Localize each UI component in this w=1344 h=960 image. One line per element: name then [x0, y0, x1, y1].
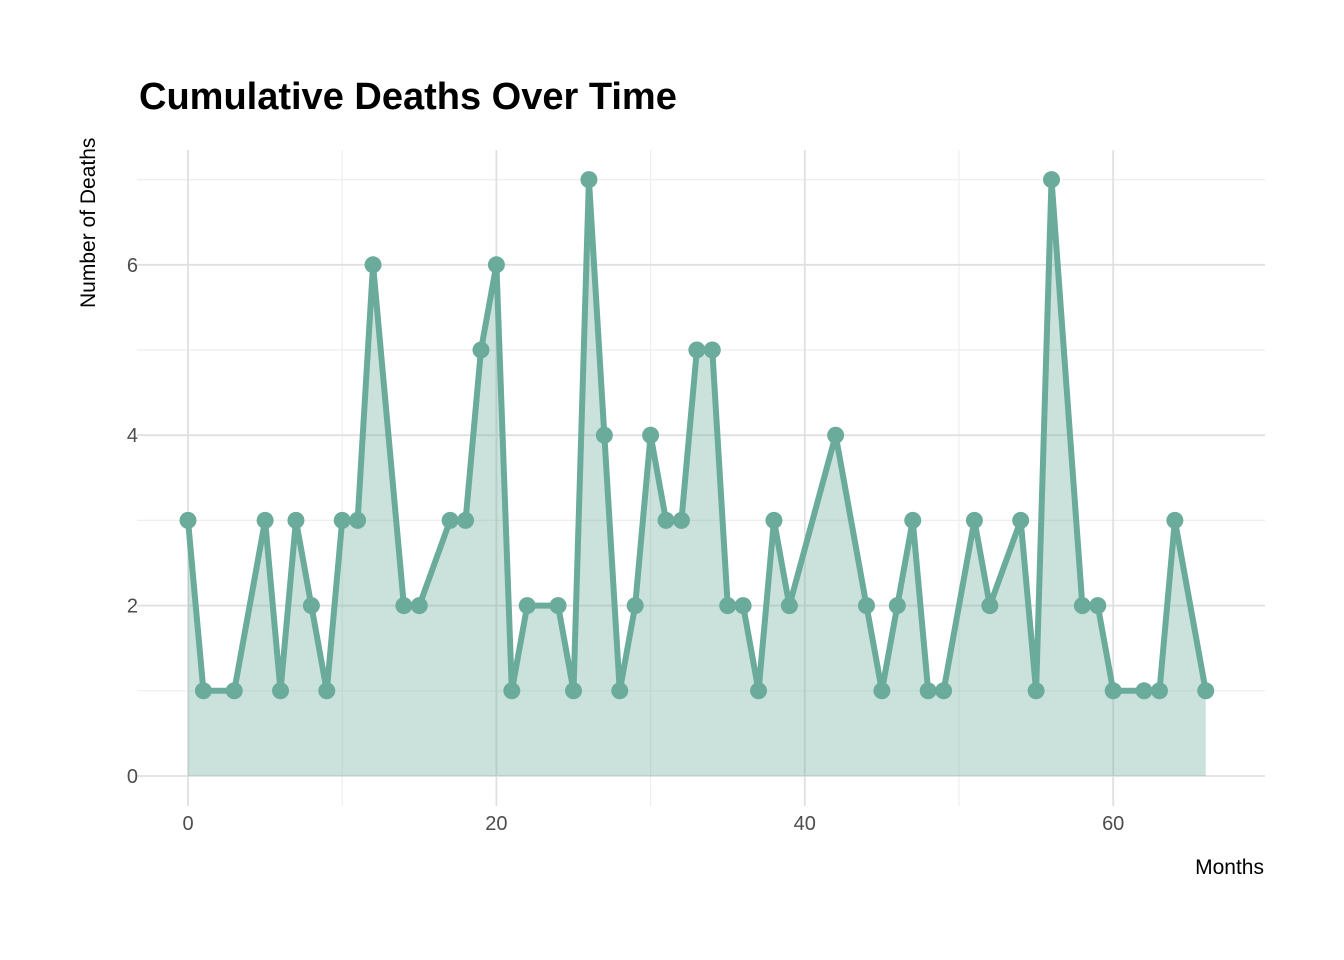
data-point — [349, 511, 367, 529]
y-tick-label: 0 — [127, 766, 138, 788]
data-point — [487, 256, 505, 274]
data-point — [657, 511, 675, 529]
data-point — [272, 682, 290, 700]
data-point — [580, 171, 598, 189]
chart-title: Cumulative Deaths Over Time — [139, 76, 677, 118]
data-point — [703, 341, 721, 359]
data-point — [302, 597, 320, 615]
x-tick-label: 0 — [182, 813, 193, 835]
data-point — [565, 682, 582, 700]
data-point — [225, 682, 243, 700]
x-tick-label: 40 — [794, 813, 816, 835]
y-tick-label: 4 — [127, 425, 138, 447]
x-axis-tick-labels: 0 20 40 60 — [182, 813, 1124, 835]
area-fill — [188, 179, 1206, 777]
data-point — [904, 511, 922, 529]
data-point — [765, 511, 783, 529]
data-point — [441, 511, 459, 529]
data-point — [1027, 682, 1045, 700]
data-point — [981, 597, 999, 615]
data-point — [1135, 682, 1153, 700]
data-point — [734, 597, 752, 615]
data-point — [1043, 171, 1061, 189]
data-point — [672, 511, 690, 529]
data-point — [1197, 682, 1215, 700]
data-point — [333, 511, 351, 529]
data-point — [1166, 511, 1184, 529]
data-point — [503, 682, 521, 700]
data-point — [1073, 597, 1091, 615]
data-point — [410, 597, 428, 615]
data-point — [518, 597, 536, 615]
data-point — [780, 597, 798, 615]
data-point — [626, 597, 644, 615]
data-point — [457, 511, 475, 529]
data-point — [888, 597, 906, 615]
data-points — [179, 171, 1215, 700]
data-point — [395, 597, 413, 615]
data-point — [857, 597, 875, 615]
data-point — [1012, 511, 1030, 529]
data-point — [965, 511, 983, 529]
data-point — [179, 511, 197, 529]
x-tick-label: 20 — [485, 813, 507, 835]
data-point — [194, 682, 212, 700]
data-point — [611, 682, 629, 700]
data-point — [287, 511, 305, 529]
data-point — [719, 597, 737, 615]
data-point — [688, 341, 706, 359]
data-point — [472, 341, 490, 359]
data-point — [318, 682, 336, 700]
area-polygon — [188, 179, 1206, 777]
y-axis-tick-labels: 0 2 4 6 — [127, 255, 138, 788]
data-point — [1150, 682, 1168, 700]
x-tick-label: 60 — [1102, 813, 1124, 835]
data-point — [364, 256, 382, 274]
data-point — [642, 426, 660, 444]
data-point — [1104, 682, 1122, 700]
x-axis-title: Months — [1195, 856, 1264, 879]
y-tick-label: 2 — [127, 596, 138, 618]
y-tick-label: 6 — [127, 255, 138, 277]
data-point — [1089, 597, 1107, 615]
data-point — [919, 682, 937, 700]
data-point — [750, 682, 768, 700]
data-point — [595, 426, 613, 444]
data-point — [256, 511, 274, 529]
data-point — [827, 426, 845, 444]
data-point — [873, 682, 891, 700]
y-axis-title: Number of Deaths — [77, 138, 100, 308]
data-point — [549, 597, 567, 615]
data-point — [935, 682, 953, 700]
